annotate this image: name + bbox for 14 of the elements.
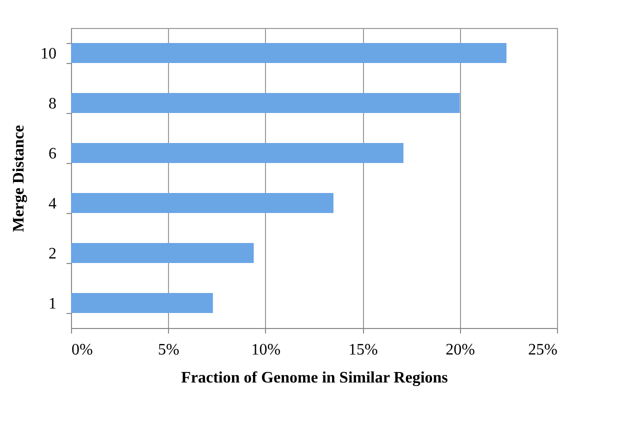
- y-tick-label: 2: [48, 246, 56, 262]
- x-tick-label: 5%: [158, 342, 180, 358]
- x-tick-label: 25%: [528, 342, 558, 358]
- y-tick-label: 6: [48, 146, 56, 162]
- x-tick-label: 20%: [446, 342, 475, 358]
- y-tick-label: 4: [48, 196, 56, 212]
- y-tick-label: 10: [40, 46, 56, 62]
- y-tick-label: 1: [48, 296, 56, 312]
- x-tick-label: 10%: [251, 342, 281, 358]
- x-tick-label: 15%: [348, 342, 378, 358]
- x-axis-title: Fraction of Genome in Similar Regions: [181, 370, 448, 386]
- y-tick-label: 8: [48, 96, 56, 112]
- y-axis-title: Merge Distance: [10, 124, 28, 232]
- x-tick-label: 0%: [72, 342, 93, 358]
